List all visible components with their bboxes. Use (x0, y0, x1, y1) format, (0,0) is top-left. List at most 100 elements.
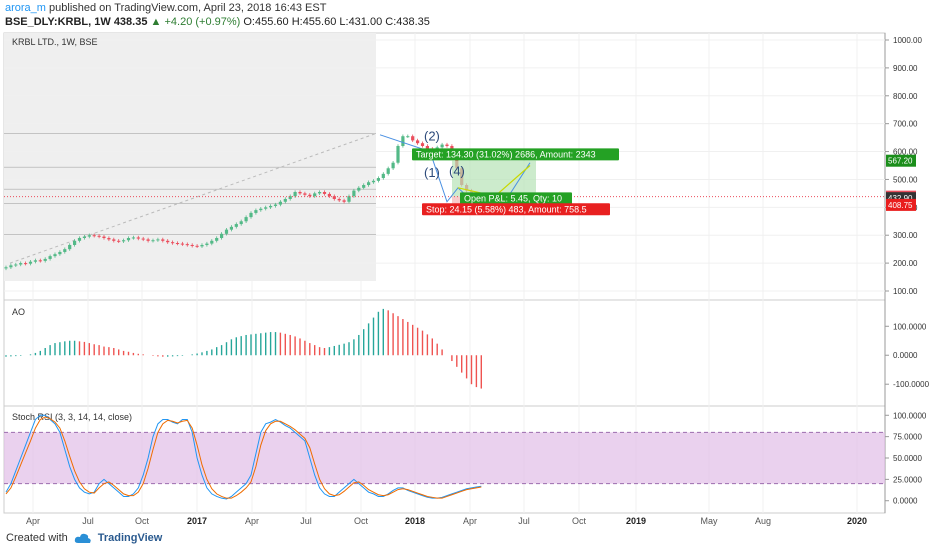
history-shade (4, 33, 376, 281)
candle-body (171, 242, 175, 244)
candle-body (220, 233, 224, 239)
y-tick-label: 600.00 (893, 148, 918, 157)
x-tick-label: 2017 (187, 516, 207, 526)
candle-body (92, 235, 96, 237)
candle-body (273, 204, 278, 206)
candle-body (406, 136, 410, 138)
candle-body (420, 143, 425, 146)
candle-body (327, 193, 331, 197)
candle-body (126, 238, 131, 241)
candle-body (190, 244, 194, 246)
x-tick-label: Apr (463, 516, 477, 526)
candle-body (347, 196, 351, 202)
footer: Created with TradingView (6, 532, 162, 544)
candle-body (293, 191, 297, 197)
candle-body (19, 263, 23, 265)
candle-body (33, 260, 37, 262)
candle-body (97, 235, 101, 237)
candle-body (210, 240, 214, 244)
symbol-line: BSE_DLY:KRBL, 1W 438.35 ▲ +4.20 (+0.97%)… (5, 16, 430, 28)
candle-body (87, 235, 91, 237)
candle-body (303, 193, 307, 195)
y-tick-label: 700.00 (893, 120, 918, 129)
candle-body (117, 240, 121, 242)
candle-body (9, 265, 13, 268)
wave-label-1: (1) (424, 165, 440, 180)
candle-body (367, 182, 371, 186)
candle-body (24, 263, 28, 265)
candle-body (234, 224, 238, 227)
candle-body (43, 258, 47, 261)
candle-body (425, 145, 429, 149)
x-tick-label: Oct (135, 516, 150, 526)
symbol-label: BSE_DLY:KRBL, 1W (5, 16, 111, 28)
candle-body (156, 239, 160, 241)
candle-body (195, 245, 199, 247)
candle-body (161, 239, 165, 241)
candle-body (146, 239, 150, 241)
ohlc-values: O:455.60 H:455.60 L:431.00 C:438.35 (243, 16, 430, 28)
last-price: 438.35 (113, 16, 148, 28)
candle-body (249, 212, 253, 218)
candle-body (313, 193, 317, 197)
candle-body (77, 238, 82, 241)
candle-body (416, 140, 420, 144)
candle-body (122, 240, 126, 242)
created-with-text: Created with (6, 532, 68, 544)
ao-y-tick-label: 100.0000 (893, 322, 927, 331)
candle-body (180, 243, 184, 245)
x-tick-label: Apr (245, 516, 259, 526)
candle-body (288, 196, 292, 199)
x-tick-label: Jul (82, 516, 94, 526)
stoch-y-tick-label: 50.0000 (893, 454, 922, 463)
candle-body (200, 244, 204, 247)
pane-border-1 (3, 299, 886, 407)
y-tick-label: 900.00 (893, 64, 918, 73)
candle-body (205, 243, 209, 245)
tradingview-chart[interactable]: Apr Jul Oct 2017 Apr Jul Oct 2018 Apr Jul Oct 2019 M… (0, 30, 932, 530)
target-label: Target: 134.30 (31.02%) 2686, Amount: 23… (416, 149, 596, 159)
candle-body (318, 191, 322, 194)
candle-body (73, 240, 77, 245)
candle-body (112, 239, 116, 241)
candle-body (224, 229, 229, 234)
candle-body (362, 185, 366, 188)
candle-body (298, 191, 302, 194)
y-tick-label: 800.00 (893, 92, 918, 101)
price-pane-title: KRBL LTD., 1W, BSE (12, 37, 98, 47)
candle-body (396, 145, 400, 163)
candle-body (185, 244, 189, 246)
candle-body (68, 244, 72, 250)
target-label-box (412, 148, 619, 161)
x-tick-label: 2019 (626, 516, 646, 526)
candle-body (229, 226, 233, 230)
candle-body (48, 256, 52, 259)
candle-body (166, 240, 170, 243)
candle-body (259, 208, 263, 211)
candle-body (28, 261, 33, 264)
stoch-y-tick-label: 0.0000 (893, 497, 918, 506)
tradingview-cloud-icon (74, 533, 91, 543)
candle-body (58, 251, 62, 255)
stoch-line-d (5, 416, 482, 499)
stoch-y-tick-label: 25.0000 (893, 475, 922, 484)
price-change: ▲ +4.20 (+0.97%) (150, 16, 241, 28)
candle-body (151, 240, 155, 242)
y-tick-label: 1000.00 (893, 36, 922, 45)
candle-body (342, 200, 346, 202)
price-tag (886, 154, 916, 167)
candle-body (332, 196, 336, 199)
tradingview-brand[interactable]: TradingView (97, 532, 163, 544)
candle-body (38, 260, 42, 262)
candle-body (322, 191, 327, 194)
y-tick-label: 500.00 (893, 175, 918, 184)
candle-body (215, 238, 219, 241)
candle-body (107, 238, 111, 240)
author-link[interactable]: arora_m (5, 2, 46, 14)
stoch-pane-title: Stoch RSI (3, 3, 14, 14, close) (12, 412, 132, 422)
open-pnl-label: Open P&L: 5.45, Qty: 10 (464, 193, 562, 203)
candle-body (411, 136, 415, 141)
price-tag (886, 198, 916, 211)
candle-body (136, 237, 140, 239)
candle-body (381, 173, 385, 179)
